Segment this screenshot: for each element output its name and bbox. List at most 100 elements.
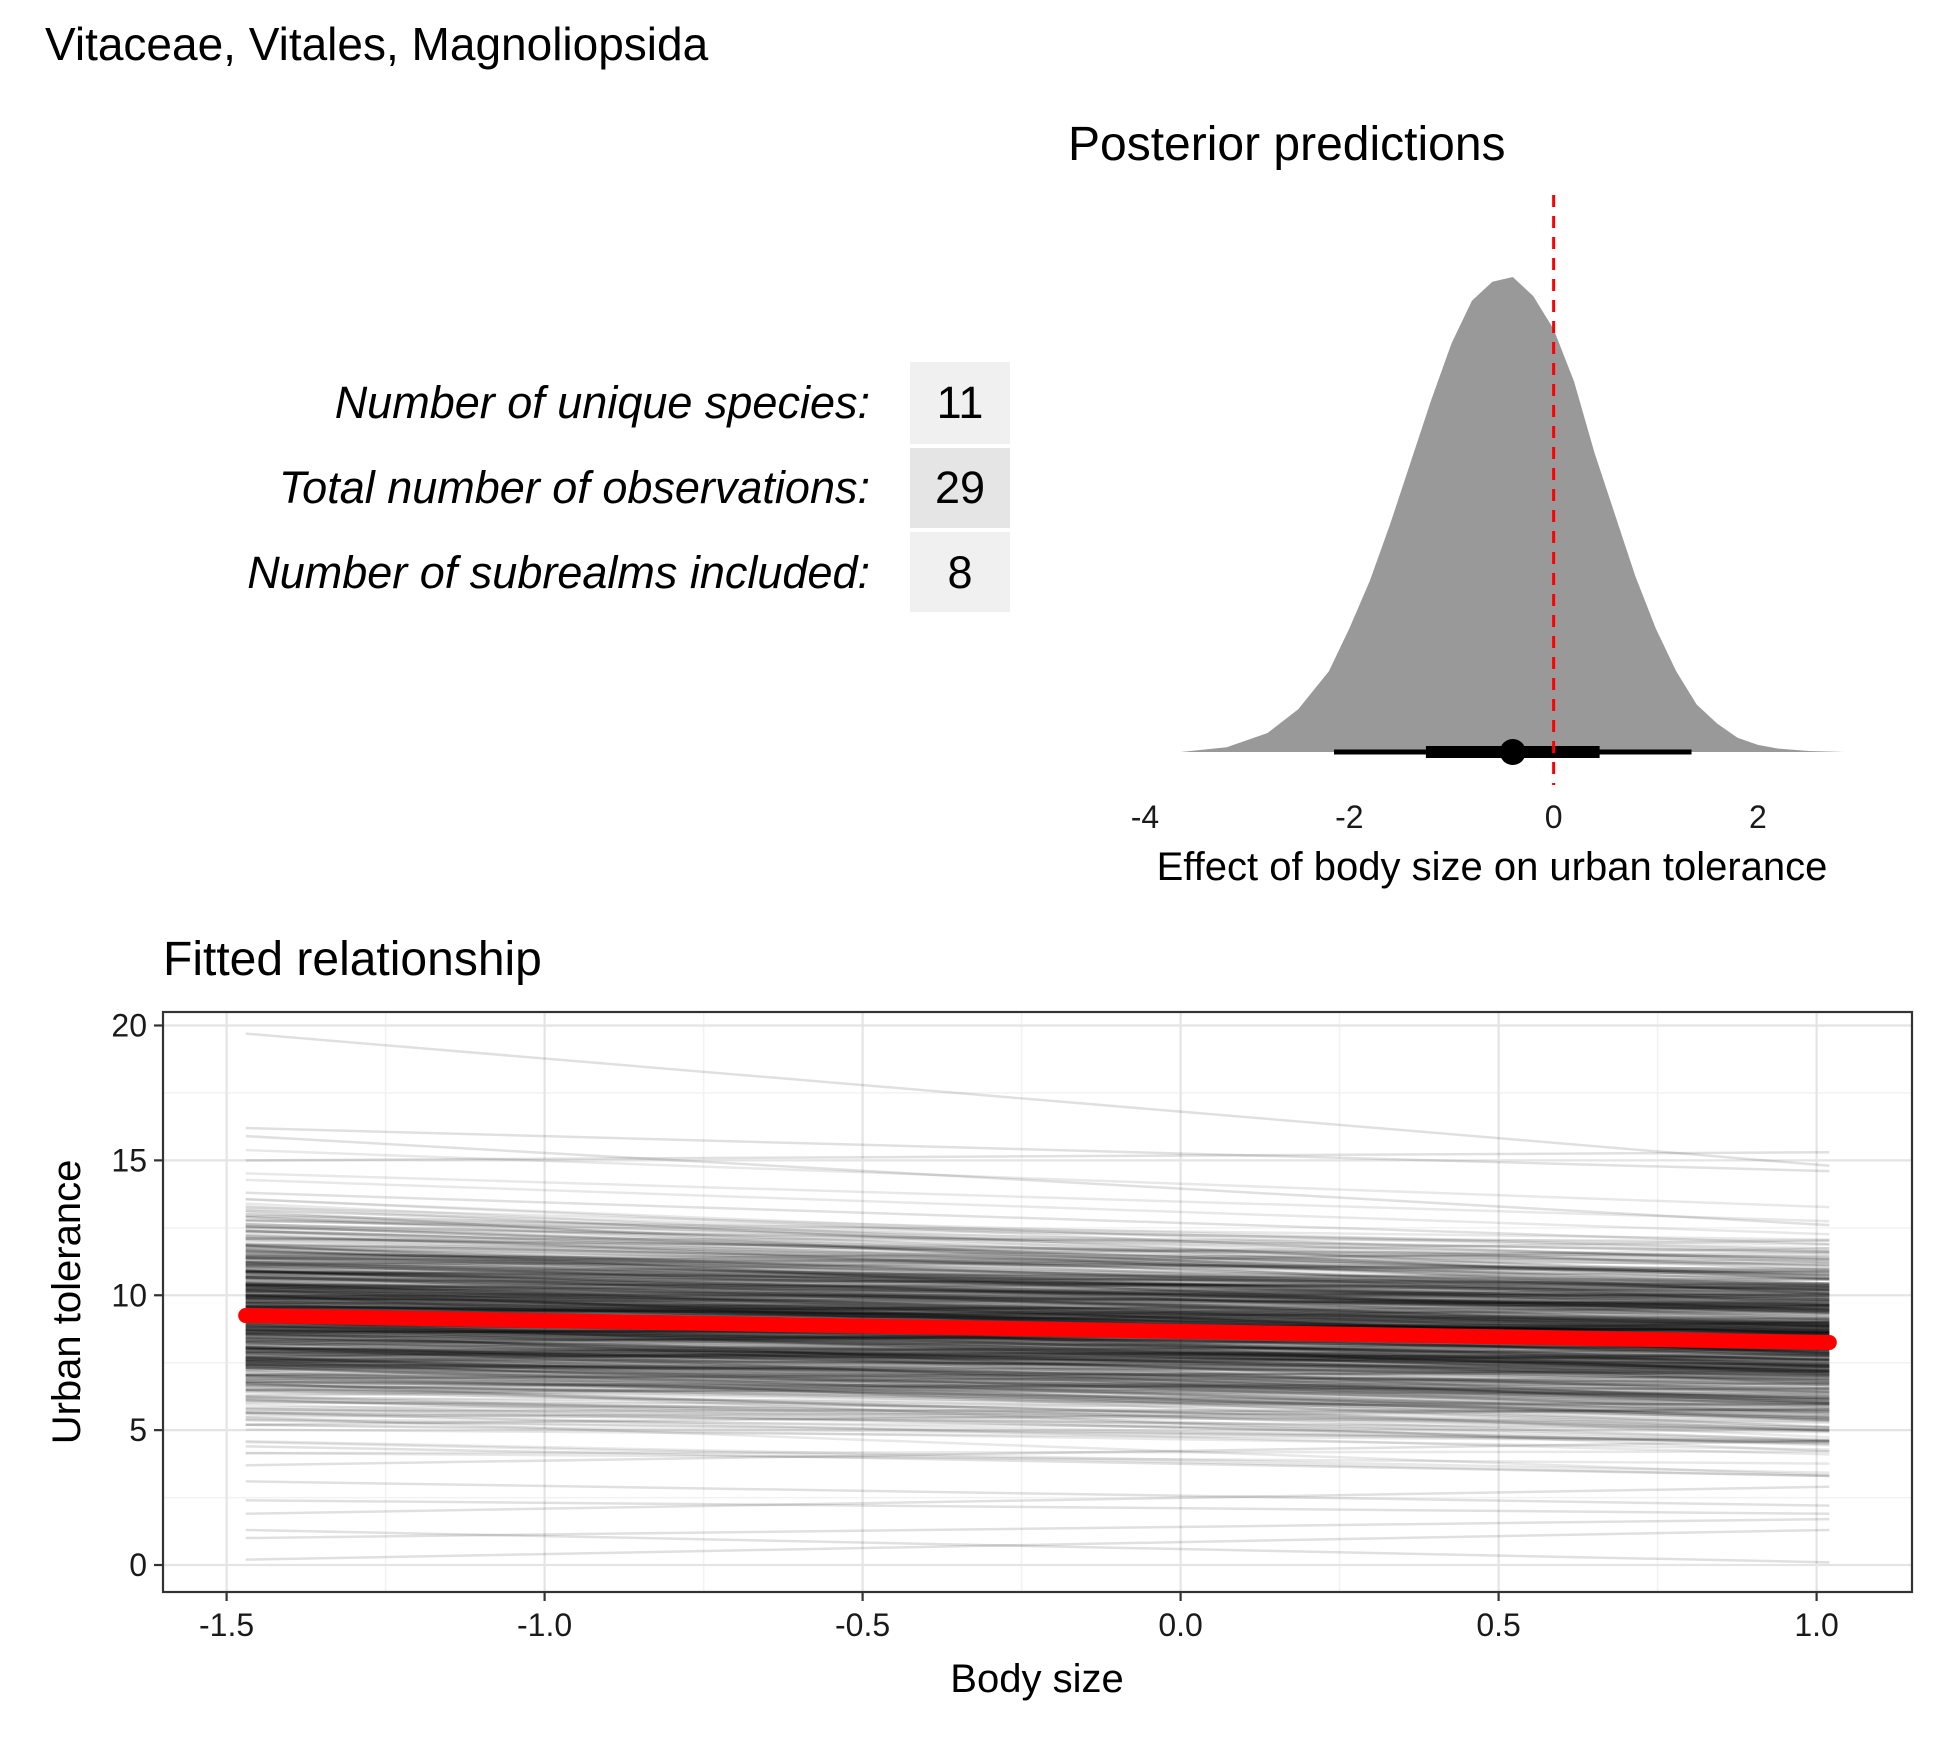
posterior-draw-line [245, 1332, 1830, 1394]
posterior-draw-line [245, 1328, 1830, 1367]
posterior-draw-line [245, 1380, 1830, 1405]
posterior-draw-line [245, 1376, 1830, 1413]
posterior-draw-line [245, 1255, 1830, 1290]
posterior-draw-line [245, 1257, 1830, 1285]
posterior-draw-line [245, 1345, 1830, 1351]
posterior-draw-line [245, 1347, 1830, 1352]
posterior-draw-line [245, 1345, 1830, 1397]
posterior-draw-line [245, 1292, 1830, 1387]
posterior-draw-line [245, 1291, 1830, 1298]
posterior-draw-line [245, 1353, 1830, 1400]
posterior-draw-line [245, 1301, 1830, 1333]
posterior-draw-line [245, 1282, 1830, 1335]
posterior-draw-line [245, 1202, 1830, 1281]
posterior-draw-line [245, 1366, 1830, 1400]
posterior-draw-line [245, 1290, 1830, 1328]
posterior-draw-line [245, 1286, 1830, 1307]
posterior-draw-line [245, 1382, 1830, 1392]
posterior-draw-line [245, 1377, 1830, 1398]
posterior-draw-line [245, 1451, 1830, 1465]
posterior-draw-line [245, 1364, 1830, 1439]
posterior-draw-line [245, 1269, 1830, 1334]
posterior-draw-line [245, 1363, 1830, 1373]
posterior-draw-line [245, 1374, 1830, 1397]
posterior-draw-line [245, 1360, 1830, 1416]
posterior-draw-line [245, 1347, 1830, 1361]
posterior-draw-line [245, 1278, 1830, 1301]
posterior-draw-line [245, 1285, 1830, 1340]
posterior-draw-line [245, 1222, 1830, 1288]
posterior-draw-line [245, 1291, 1830, 1305]
posterior-draw-line [245, 1304, 1830, 1330]
posterior-draw-line [245, 1262, 1830, 1290]
posterior-draw-line [245, 1226, 1830, 1253]
posterior-draw-line [245, 1274, 1830, 1291]
stat-label-subrealms: Number of subrealms included: [247, 547, 870, 598]
posterior-draw-line [245, 1383, 1830, 1413]
posterior-draw-line [245, 1288, 1830, 1309]
posterior-draw-line [245, 1324, 1830, 1368]
posterior-draw-line [245, 1275, 1830, 1301]
posterior-title: Posterior predictions [1068, 118, 1506, 171]
posterior-draw-line [245, 1334, 1830, 1382]
posterior-draw-line [245, 1292, 1830, 1301]
posterior-draw-line [245, 1353, 1830, 1368]
posterior-draw-line [245, 1320, 1830, 1365]
posterior-draw-line [245, 1353, 1830, 1378]
posterior-draw-line [245, 1282, 1830, 1309]
posterior-draw-line [245, 1237, 1830, 1259]
posterior-draw-line [245, 1298, 1830, 1320]
posterior-draw-line [245, 1233, 1830, 1295]
posterior-draw-line [245, 1357, 1830, 1413]
posterior-draw-line [245, 1347, 1830, 1400]
posterior-draw-line [245, 1172, 1830, 1223]
posterior-draw-line [245, 1341, 1830, 1360]
posterior-draw-line [245, 1360, 1830, 1370]
posterior-draw-line [245, 1191, 1830, 1246]
posterior-draw-line [245, 1298, 1830, 1331]
posterior-draw-line [245, 1269, 1830, 1315]
posterior-draw-line [245, 1412, 1830, 1431]
posterior-draw-line [245, 1340, 1830, 1364]
posterior-draw-line [245, 1293, 1830, 1333]
posterior-draw-line [245, 1287, 1830, 1328]
posterior-draw-line [245, 1275, 1830, 1327]
posterior-draw-line [245, 1339, 1830, 1378]
posterior-draw-line [245, 1383, 1830, 1420]
posterior-draw-line [245, 1244, 1830, 1323]
posterior-draw-line [245, 1439, 1830, 1475]
posterior-draw-line [245, 1301, 1830, 1321]
posterior-draw-line [245, 1362, 1830, 1390]
posterior-draw-line [245, 1214, 1830, 1250]
posterior-draw-line [245, 1248, 1830, 1303]
stat-label-observations: Total number of observations: [279, 462, 870, 513]
posterior-draw-line [245, 1342, 1830, 1370]
posterior-draw-line [245, 1249, 1830, 1297]
posterior-draw-line [245, 1215, 1830, 1296]
posterior-draw-line [245, 1276, 1830, 1306]
posterior-draw-line [245, 1254, 1830, 1292]
posterior-draw-line [245, 1256, 1830, 1290]
posterior-draw-line [245, 1206, 1830, 1252]
posterior-draw-line [245, 1288, 1830, 1299]
posterior-draw-line [245, 1364, 1830, 1385]
posterior-draw-line [245, 1331, 1830, 1357]
posterior-draw-line [245, 1323, 1830, 1372]
posterior-draw-line [245, 1260, 1830, 1289]
posterior-draw-line [245, 1239, 1830, 1267]
posterior-draw-line [245, 1270, 1830, 1297]
posterior-draw-line [245, 1332, 1830, 1356]
posterior-draw-line [245, 1298, 1830, 1337]
posterior-draw-line [245, 1249, 1830, 1288]
posterior-draw-line [245, 1280, 1830, 1324]
posterior-draw-line [245, 1335, 1830, 1381]
posterior-draw-line [245, 1296, 1830, 1306]
posterior-draw-line [245, 1294, 1830, 1316]
posterior-draw-line [245, 1326, 1830, 1353]
posterior-draw-line [245, 1305, 1830, 1324]
posterior-draw-line [245, 1359, 1830, 1387]
posterior-draw-line [245, 1267, 1830, 1318]
posterior-draw-line [245, 1403, 1830, 1446]
posterior-draw-line [245, 1296, 1830, 1329]
